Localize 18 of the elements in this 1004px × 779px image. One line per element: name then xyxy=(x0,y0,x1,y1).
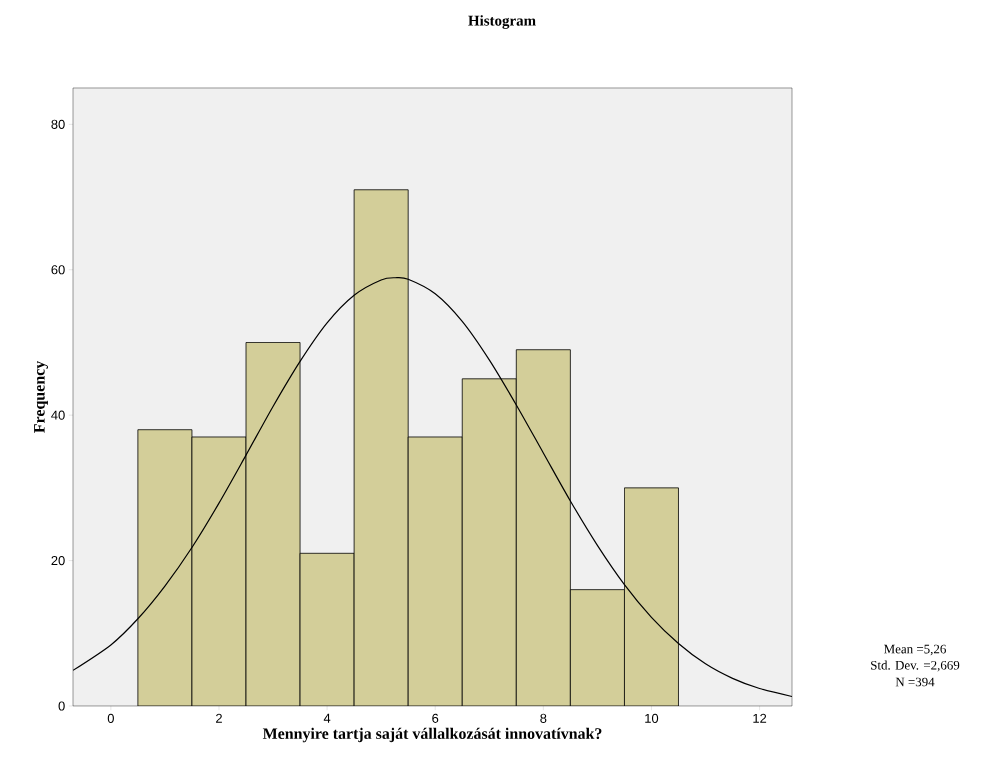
text: Std. Dev. =2,669 xyxy=(871,660,960,672)
x-tick-label: 8 xyxy=(540,713,547,723)
y-axis-title: Frequency xyxy=(34,360,48,433)
y-tick-label: 0 xyxy=(58,701,65,711)
text: N =394 xyxy=(895,677,935,687)
x-tick-label: 4 xyxy=(323,713,331,723)
x-tick-label: 0 xyxy=(107,713,114,723)
chart-title: Histogram xyxy=(468,15,536,29)
y-tick-label: 20 xyxy=(51,555,65,566)
x-tick-label: 12 xyxy=(753,713,767,723)
y-tick-label: 40 xyxy=(51,410,65,420)
y-tick-label: 80 xyxy=(51,119,65,129)
x-axis-title: Mennyire tartja saját vállalkozását innovatívnak? xyxy=(262,727,602,743)
y-tick-label: 60 xyxy=(51,265,65,275)
x-tick-label: 10 xyxy=(645,713,659,723)
x-tick-label: 2 xyxy=(216,713,222,723)
x-tick-label: 6 xyxy=(432,713,439,723)
text: Mean =5,26 xyxy=(884,644,946,656)
